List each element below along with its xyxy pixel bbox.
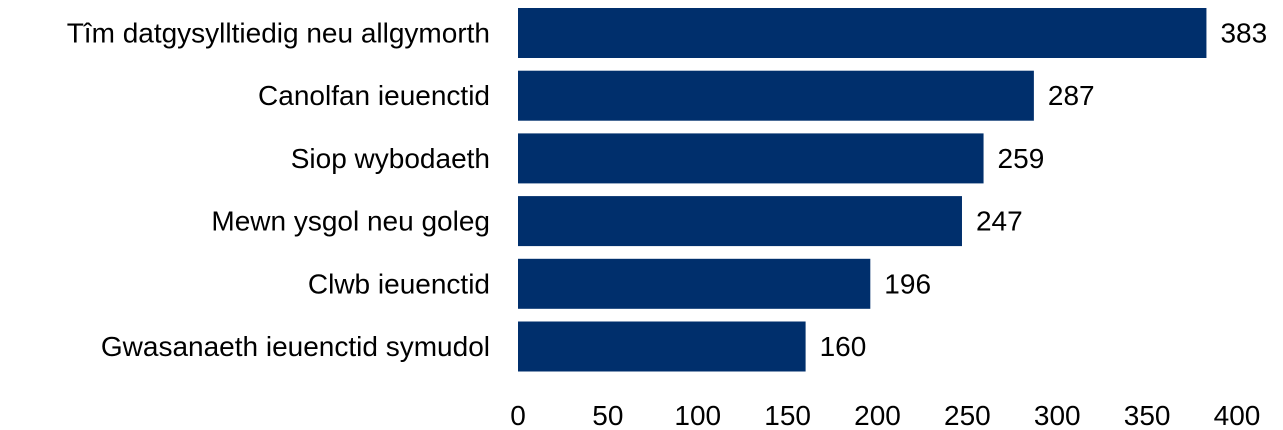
data-label: 160 — [820, 331, 867, 362]
data-label: 259 — [998, 143, 1045, 174]
x-tick-label: 150 — [764, 400, 811, 430]
x-tick-label: 400 — [1214, 400, 1261, 430]
bar — [518, 8, 1207, 58]
x-tick-label: 100 — [674, 400, 721, 430]
x-tick-label: 300 — [1034, 400, 1081, 430]
data-label: 247 — [976, 206, 1023, 237]
data-label: 383 — [1220, 18, 1267, 49]
category-label: Clwb ieuenctid — [308, 268, 490, 299]
bar — [518, 321, 806, 372]
data-labels: 383 287 259 247 196 160 — [820, 18, 1268, 363]
bars-group — [518, 8, 1207, 372]
x-axis-ticks: 0 50 100 150 200 250 300 350 400 — [510, 400, 1260, 430]
data-label: 287 — [1048, 80, 1095, 111]
category-label: Gwasanaeth ieuenctid symudol — [101, 331, 490, 362]
data-label: 196 — [884, 268, 931, 299]
category-label: Mewn ysgol neu goleg — [211, 206, 490, 237]
x-tick-label: 0 — [510, 400, 526, 430]
category-label: Tîm datgysylltiedig neu allgymorth — [67, 18, 490, 49]
x-tick-label: 350 — [1124, 400, 1171, 430]
bar — [518, 258, 871, 309]
x-tick-label: 200 — [854, 400, 901, 430]
x-tick-label: 250 — [944, 400, 991, 430]
bar — [518, 70, 1034, 121]
category-label: Siop wybodaeth — [291, 143, 490, 174]
category-label: Canolfan ieuenctid — [258, 80, 490, 111]
bar — [518, 133, 984, 184]
category-labels: Tîm datgysylltiedig neu allgymorth Canolf… — [67, 18, 490, 363]
x-tick-label: 50 — [592, 400, 623, 430]
bar — [518, 196, 962, 247]
